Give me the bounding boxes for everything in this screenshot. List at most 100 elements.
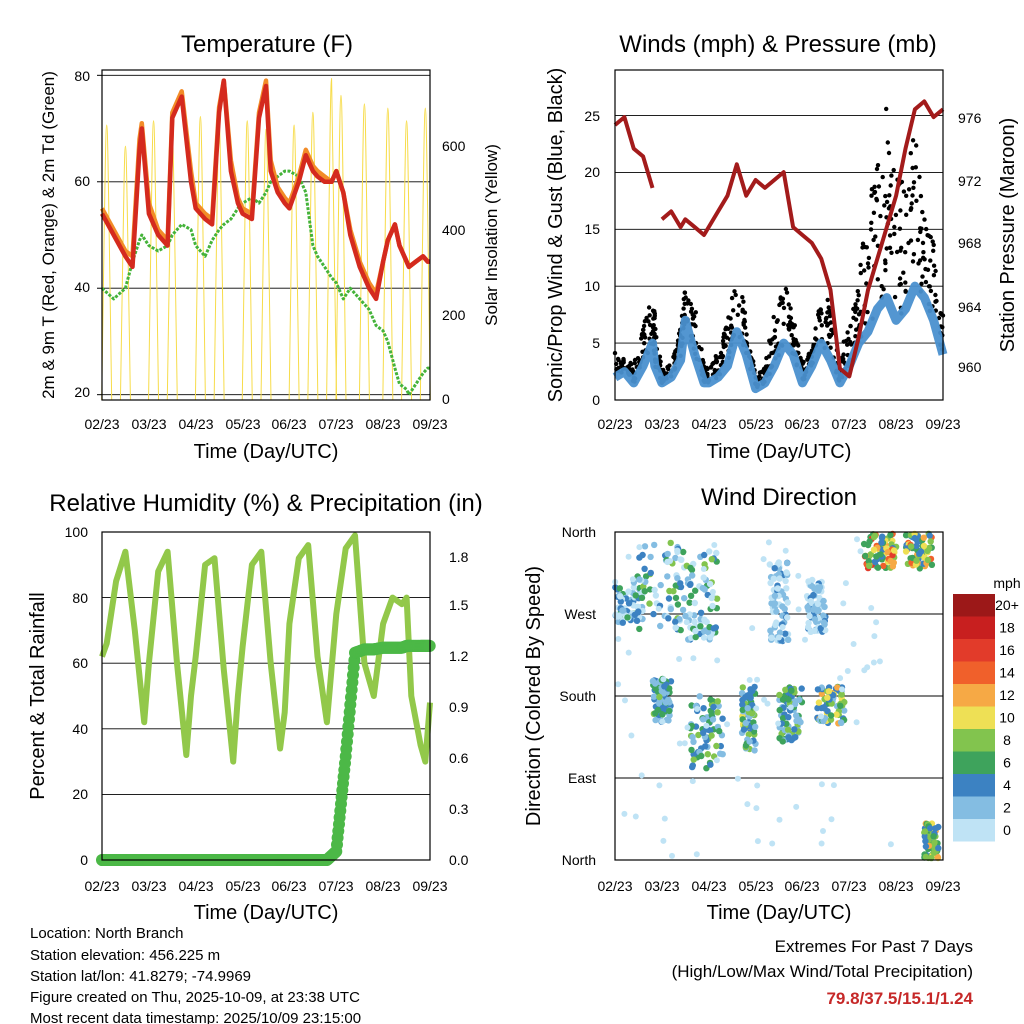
x-tick: 08/23	[878, 416, 913, 432]
direction-point	[713, 742, 720, 750]
direction-y-ticks: North East South West North	[559, 524, 596, 868]
gust-point	[887, 245, 893, 250]
gust-point	[876, 184, 882, 189]
precip-ytick: 1.8	[449, 549, 469, 565]
direction-point	[866, 562, 873, 569]
gust-point	[828, 345, 833, 350]
gust-point	[873, 234, 878, 239]
gust-point	[817, 318, 822, 323]
gust-point	[918, 193, 924, 199]
speed-legend-swatch	[953, 796, 995, 819]
gust-point	[917, 174, 922, 180]
direction-point	[652, 685, 659, 692]
direction-point	[857, 548, 864, 555]
direction-point	[819, 612, 827, 619]
direction-point	[754, 838, 761, 845]
direction-point	[902, 548, 910, 555]
gust-point	[644, 315, 649, 321]
direction-point	[818, 840, 825, 847]
gust-point	[626, 363, 632, 369]
gust-point	[884, 246, 889, 251]
direction-point	[657, 622, 664, 630]
direction-point	[782, 577, 789, 585]
gust-point	[901, 189, 907, 194]
direction-ytick: North	[562, 852, 596, 868]
direction-point	[697, 623, 704, 630]
gust-point	[683, 295, 688, 300]
pressure-ytick: 972	[958, 173, 982, 189]
gust-point	[693, 323, 698, 329]
direction-point	[811, 616, 819, 623]
precip-ytick: 0.9	[449, 699, 469, 715]
gust-point	[813, 326, 818, 331]
direction-point	[652, 716, 659, 724]
x-tick: 05/23	[225, 416, 260, 432]
direction-point	[704, 751, 711, 758]
direction-point	[807, 628, 814, 635]
gust-point	[883, 268, 888, 273]
direction-point	[779, 738, 786, 745]
direction-point	[876, 658, 883, 665]
direction-point	[841, 707, 848, 714]
direction-point	[697, 609, 705, 616]
speed-legend-swatch	[953, 661, 995, 684]
direction-point	[932, 825, 939, 832]
direction-point	[708, 556, 715, 563]
direction-point	[804, 603, 811, 611]
temperature-title: Temperature (F)	[181, 31, 353, 58]
gust-point	[933, 292, 938, 298]
direction-point	[664, 573, 671, 580]
direction-point	[660, 837, 667, 844]
gust-point	[928, 258, 933, 263]
winds-ytick: 20	[584, 164, 600, 180]
x-tick: 02/23	[84, 878, 119, 894]
direction-point	[687, 592, 695, 599]
gust-point	[778, 301, 784, 306]
x-tick: 04/23	[691, 416, 726, 432]
direction-ytick: West	[564, 606, 596, 622]
gust-point	[938, 311, 943, 316]
direction-point	[922, 843, 930, 850]
direction-point	[650, 610, 657, 618]
direction-point	[779, 696, 787, 703]
direction-point	[782, 547, 789, 554]
gust-point	[853, 317, 859, 322]
direction-point	[753, 705, 760, 712]
direction-point	[676, 656, 683, 662]
direction-point	[930, 841, 937, 849]
direction-point	[667, 605, 674, 613]
gust-point	[721, 342, 726, 347]
speed-legend-label: 16	[999, 642, 1015, 658]
direction-point	[824, 694, 831, 701]
direction-point	[817, 625, 824, 632]
gust-point	[933, 268, 938, 274]
direction-point	[784, 599, 791, 606]
direction-point	[866, 538, 873, 545]
gust-point	[888, 183, 893, 188]
humidity-y-ticks: 0 20 40 60 80 100	[65, 524, 89, 868]
direction-point	[842, 580, 849, 587]
solar-ytick: 400	[442, 222, 466, 238]
direction-point	[788, 687, 795, 694]
direction-point	[868, 605, 875, 611]
direction-point	[925, 544, 933, 552]
direction-point	[818, 781, 825, 788]
temperature-x-label: Time (Day/UTC)	[194, 441, 339, 463]
direction-point	[677, 626, 684, 634]
extremes-subheading: (High/Low/Max Wind/Total Precipitation)	[672, 962, 973, 981]
gust-point	[766, 354, 772, 359]
gust-point	[825, 297, 830, 303]
direction-point	[818, 690, 825, 698]
speed-legend-swatch	[953, 819, 995, 842]
direction-ytick: East	[568, 770, 596, 786]
pressure-ytick: 976	[958, 110, 982, 126]
gust-point	[910, 193, 915, 198]
gust-point	[666, 366, 671, 372]
solar-insolation-line	[335, 94, 347, 401]
direction-point	[641, 543, 649, 550]
direction-point	[834, 684, 841, 691]
gust-point	[903, 288, 908, 294]
speed-legend-swatch	[953, 751, 995, 774]
direction-point	[719, 715, 726, 722]
direction-point	[792, 712, 800, 719]
